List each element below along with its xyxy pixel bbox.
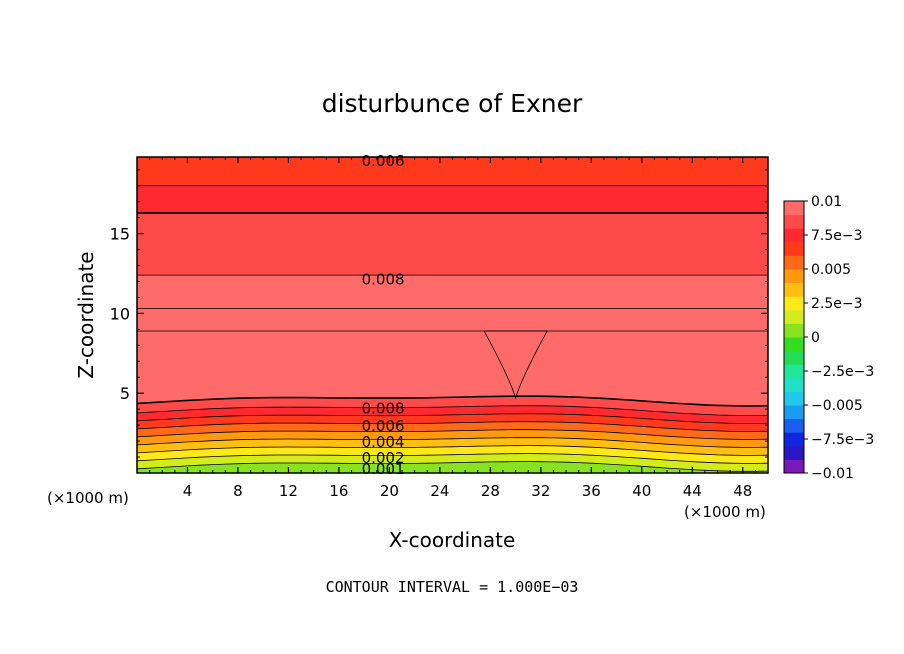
x-tick-label: 48 (733, 482, 752, 500)
y-tick-label: 15 (110, 225, 130, 244)
contour-label: 0.004 (362, 433, 405, 451)
colorbar-swatch (784, 364, 804, 379)
x-tick-label: 4 (183, 482, 193, 500)
contour-line (137, 445, 768, 456)
colorbar-swatch (784, 432, 804, 447)
x-tick-label: 12 (279, 482, 298, 500)
contour-line (137, 413, 768, 424)
chart-title: disturbunce of Exner (322, 89, 583, 118)
x-tick-label: 40 (632, 482, 651, 500)
colorbar-swatch (784, 459, 804, 474)
colorbar-label: −0.01 (811, 466, 854, 482)
contour-label: 0.006 (362, 152, 405, 170)
x-tick-label: 8 (233, 482, 243, 500)
x-tick-label: 16 (329, 482, 348, 500)
contour-line (137, 437, 768, 448)
colorbar-label: 0.005 (811, 262, 851, 278)
colorbar-label: 0 (811, 330, 820, 346)
colorbar-swatch (784, 337, 804, 352)
colorbar-label: 0.01 (811, 194, 842, 210)
max-region (549, 348, 768, 381)
x-tick-label: 28 (481, 482, 500, 500)
contour-line (137, 405, 768, 416)
colorbar-swatch (784, 309, 804, 324)
contour-label: 0.008 (362, 270, 405, 288)
colorbar-swatch (784, 296, 804, 311)
colorbar-label: −0.005 (811, 398, 863, 414)
colorbar-swatch (784, 228, 804, 243)
colorbar-swatch (784, 405, 804, 420)
contour-line (137, 395, 768, 407)
center-column (483, 330, 548, 400)
y-axis-label: Z-coordinate (74, 251, 98, 378)
colorbar-swatch (784, 391, 804, 406)
colorbar-swatch (784, 214, 804, 229)
contour-lines (137, 157, 768, 472)
colorbar-swatch (784, 282, 804, 297)
contour-label: 0.001 (362, 460, 405, 478)
x-tick-label: 24 (430, 482, 449, 500)
plot-area (137, 157, 768, 473)
colorbar-label: −2.5e−3 (811, 364, 874, 380)
colorbar-swatch (784, 350, 804, 365)
contour-label: 0.006 (362, 417, 405, 435)
x-tick-label: 44 (683, 482, 702, 500)
x-axis-ticks: 4 8 12 16 20 24 28 32 36 40 44 48 (149, 157, 756, 500)
x-tick-label: 36 (582, 482, 601, 500)
contour-line (137, 461, 768, 472)
colorbar (783, 200, 805, 474)
contour-interval-note: CONTOUR INTERVAL = 1.000E−03 (326, 578, 579, 596)
x-axis-label: X-coordinate (389, 528, 516, 552)
colorbar-label: −7.5e−3 (811, 432, 874, 448)
colorbar-swatch (784, 323, 804, 338)
colorbar-swatch (784, 418, 804, 433)
colorbar-swatch (784, 269, 804, 284)
x-tick-label: 20 (380, 482, 399, 500)
colorbar-swatch (784, 445, 804, 460)
contour-line (137, 429, 768, 440)
x-axis-unit-right: (×1000 m) (684, 503, 766, 521)
x-axis-unit-left: (×1000 m) (47, 489, 129, 507)
max-region (137, 348, 432, 381)
colorbar-swatch (784, 241, 804, 256)
contour-label: 0.008 (362, 400, 405, 418)
contour-label: 0.002 (362, 449, 405, 467)
colorbar-label: 7.5e−3 (811, 228, 863, 244)
contour-line (137, 453, 768, 464)
colorbar-swatch (784, 255, 804, 270)
y-tick-label: 10 (110, 304, 130, 323)
colorbar-swatch (784, 377, 804, 392)
colorbar-label: 2.5e−3 (811, 296, 863, 312)
colorbar-labels: 0.01 7.5e−3 0.005 2.5e−3 0 −2.5e−3 −0.005 −7.5e… (804, 194, 874, 482)
x-tick-label: 32 (531, 482, 550, 500)
contour-line (137, 421, 768, 432)
colorbar-swatch (784, 201, 804, 216)
y-tick-label: 5 (120, 384, 130, 403)
y-axis-ticks: 5 10 15 (110, 169, 768, 458)
